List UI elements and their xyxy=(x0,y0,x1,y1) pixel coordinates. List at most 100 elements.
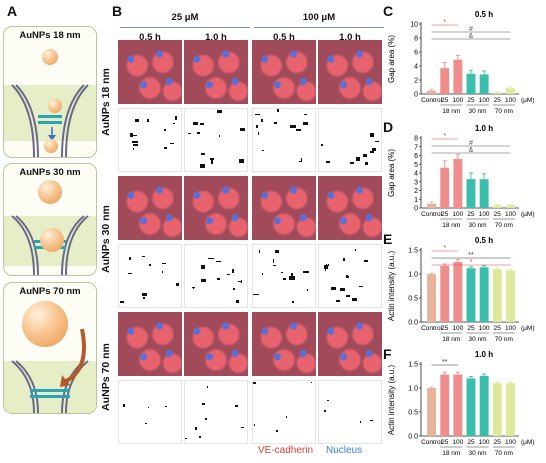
nanoparticle xyxy=(44,139,58,153)
row-label-18nm: AuNPs 18 nm xyxy=(100,68,112,136)
gap-speck xyxy=(253,382,257,385)
fluorescence-image xyxy=(252,312,316,376)
significance-marker: # xyxy=(469,26,473,33)
panel-label-b: B xyxy=(112,3,123,19)
x-tick-label: 25 xyxy=(494,97,502,104)
y-tick-label: 1.0 xyxy=(408,386,418,393)
gap-speck xyxy=(272,259,275,264)
gap-speck xyxy=(255,113,261,116)
y-tick-label: 4 xyxy=(414,64,418,71)
gap-speck xyxy=(260,118,264,122)
bar xyxy=(492,269,502,322)
gap-speck xyxy=(202,403,206,405)
gap-speck xyxy=(303,122,308,126)
gap-speck xyxy=(163,129,167,131)
y-tick-label: 1.0 xyxy=(408,272,418,279)
gap-speck xyxy=(370,133,374,137)
gap-speck xyxy=(347,275,350,278)
gap-speck xyxy=(120,300,124,303)
gap-speck xyxy=(277,109,279,112)
chart-title: 1.0 h xyxy=(475,124,493,133)
bar xyxy=(427,203,437,208)
gap-speck xyxy=(187,132,191,135)
gap-speck xyxy=(352,297,358,302)
gap-speck xyxy=(141,293,148,296)
conc-header-100: 100 μM xyxy=(302,12,336,23)
gap-binary-image xyxy=(252,380,316,444)
gap-speck xyxy=(288,276,295,280)
y-tick-label: 6 xyxy=(414,50,418,57)
gap-speck xyxy=(330,287,336,291)
bar xyxy=(453,59,463,94)
gap-binary-image xyxy=(118,108,182,172)
gap-speck xyxy=(326,263,328,266)
gap-speck xyxy=(205,417,208,420)
header-divider xyxy=(254,27,384,28)
gap-binary-image xyxy=(318,244,382,308)
gap-speck xyxy=(275,429,279,433)
x-tick-label: 100 xyxy=(505,439,516,446)
gap-speck xyxy=(164,147,168,149)
y-tick-label: 0.0 xyxy=(408,434,418,441)
x-tick-label: 25 xyxy=(441,97,449,104)
group-label: 30 nm xyxy=(469,336,487,343)
gap-binary-image xyxy=(118,244,182,308)
bar xyxy=(453,159,463,208)
fluorescence-image xyxy=(184,312,248,376)
gap-speck xyxy=(350,161,354,164)
chart-actin-10h: Actin intensity (a.u.) 0.0 0.5 1.0 1.5 Contro… xyxy=(387,350,535,457)
y-tick-label: 3 xyxy=(414,179,418,186)
bar xyxy=(492,205,502,208)
time-header: 1.0 h xyxy=(205,32,227,43)
x-tick-label: 25 xyxy=(494,325,502,332)
gap-speck xyxy=(128,273,133,275)
row-label-70nm: AuNPs 70 nm xyxy=(100,343,112,411)
gap-speck xyxy=(299,160,303,163)
bar xyxy=(479,376,489,436)
gap-speck xyxy=(216,261,222,263)
gap-speck xyxy=(339,287,346,291)
panel-label-e: E xyxy=(383,231,393,247)
legend-ve-cadherin: VE-cadherin xyxy=(258,445,314,456)
gap-speck xyxy=(141,255,146,257)
group-label: 70 nm xyxy=(495,336,513,343)
x-tick-label: 100 xyxy=(452,439,463,446)
gap-speck xyxy=(358,286,363,288)
x-tick-label: 25 xyxy=(467,325,475,332)
gap-speck xyxy=(122,404,125,407)
bar xyxy=(492,92,502,94)
gap-speck xyxy=(261,150,265,152)
bar xyxy=(505,383,515,436)
fluorescence-image xyxy=(184,176,248,240)
fluorescence-image xyxy=(252,40,316,104)
x-tick-label: 25 xyxy=(467,97,475,104)
gap-speck xyxy=(326,399,329,401)
time-header: 1.0 h xyxy=(339,32,361,43)
gap-speck xyxy=(359,421,361,424)
group-label: 18 nm xyxy=(442,108,460,115)
x-tick-label: 100 xyxy=(452,325,463,332)
nanoparticle xyxy=(40,228,64,252)
x-tick-label: Control xyxy=(421,211,443,218)
gap-speck xyxy=(175,116,177,120)
group-label: 18 nm xyxy=(442,336,460,343)
gap-speck xyxy=(132,140,139,144)
junction-diagram xyxy=(11,328,89,413)
panel-label-a: A xyxy=(7,3,18,19)
y-tick-label: 0.5 xyxy=(408,296,418,303)
gap-speck xyxy=(128,256,131,260)
gap-speck xyxy=(301,157,303,161)
bar xyxy=(440,167,450,208)
x-tick-label: 25 xyxy=(494,211,502,218)
gap-speck xyxy=(281,271,283,273)
significance-marker: & xyxy=(469,33,474,40)
chart-title: 0.5 h xyxy=(475,236,493,245)
gap-speck xyxy=(218,134,220,137)
gap-speck xyxy=(375,141,379,143)
gap-speck xyxy=(194,427,197,430)
junction-diagram xyxy=(11,84,89,157)
x-tick-label: 25 xyxy=(467,211,475,218)
gap-speck xyxy=(129,133,134,138)
x-tick-label: Control xyxy=(421,325,443,332)
